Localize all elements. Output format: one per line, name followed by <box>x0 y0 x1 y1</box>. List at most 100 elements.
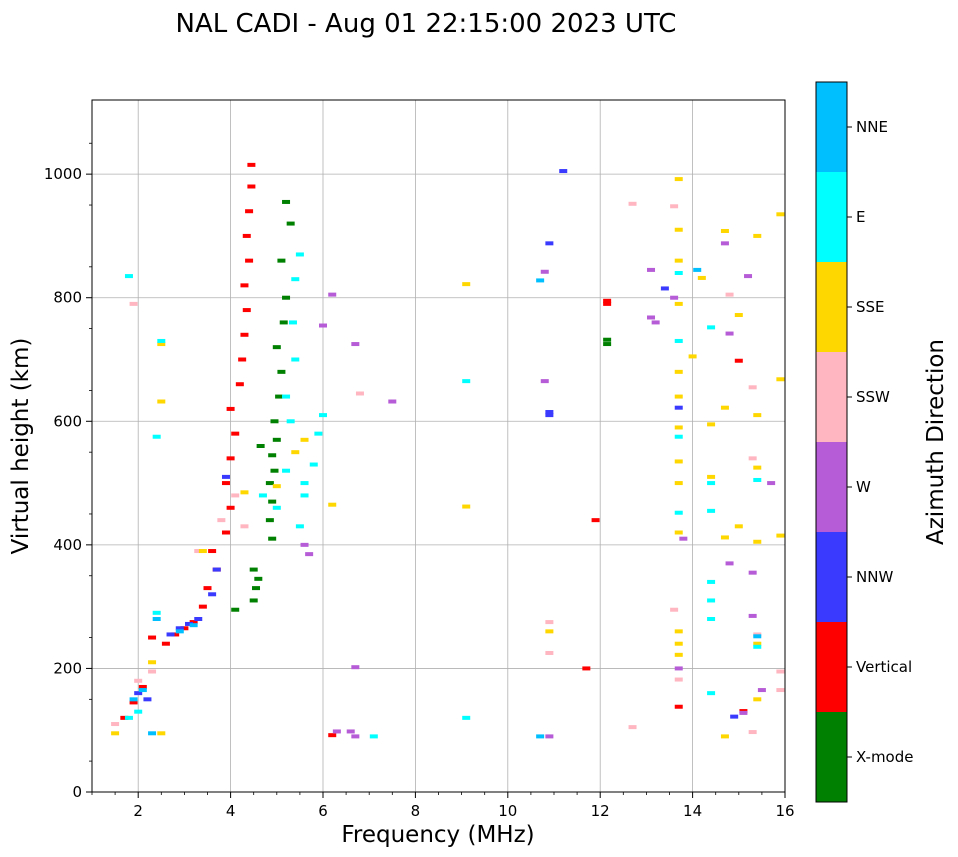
data-point <box>776 377 785 382</box>
data-point <box>148 731 157 736</box>
data-point <box>129 697 138 702</box>
data-point <box>748 613 757 618</box>
data-point <box>277 258 286 263</box>
colorbar-tick-label: SSE <box>856 298 885 316</box>
data-point <box>270 468 279 473</box>
data-point <box>268 536 277 541</box>
data-point <box>180 626 189 631</box>
data-point <box>134 709 143 714</box>
data-point <box>217 518 226 523</box>
data-point <box>707 325 716 330</box>
data-point <box>545 413 554 418</box>
data-point <box>679 536 688 541</box>
data-point <box>462 379 471 384</box>
data-point <box>111 722 120 727</box>
data-point <box>256 444 265 448</box>
data-point <box>346 729 355 734</box>
colorbar-tick-label: Vertical <box>856 658 912 676</box>
y-tick-label: 0 <box>72 783 82 801</box>
data-point <box>171 632 180 637</box>
data-point <box>582 666 591 671</box>
data-point <box>235 382 244 387</box>
data-point <box>175 629 184 634</box>
colorbar-tick-label: E <box>856 208 865 226</box>
data-point <box>212 567 221 572</box>
data-point <box>674 369 683 374</box>
data-point <box>254 576 263 581</box>
data-point <box>249 598 258 603</box>
data-point <box>198 549 207 554</box>
colorbar-tick-label: SSW <box>856 388 890 406</box>
data-point <box>734 313 743 318</box>
data-point <box>462 504 471 509</box>
data-point <box>753 644 762 649</box>
data-point <box>670 295 679 300</box>
data-point <box>753 233 762 238</box>
data-point <box>221 530 230 535</box>
data-point <box>674 227 683 232</box>
data-point <box>189 620 198 625</box>
data-point <box>707 508 716 513</box>
x-tick-label: 12 <box>591 802 610 820</box>
data-point <box>674 641 683 646</box>
data-point <box>148 669 157 674</box>
data-point <box>674 301 683 306</box>
data-point <box>674 666 683 671</box>
y-axis-ticks: 0 200 400 600 800 1000 <box>44 142 92 801</box>
data-point <box>134 678 143 683</box>
data-point <box>720 241 729 246</box>
series-vertical <box>120 162 748 738</box>
data-point <box>272 437 281 442</box>
x-axis-label: Frequency (MHz) <box>341 822 534 848</box>
data-point <box>226 456 235 461</box>
colorbar-swatch <box>816 172 847 262</box>
data-point <box>194 549 203 554</box>
data-point <box>674 425 683 430</box>
data-point <box>707 579 716 584</box>
x-tick-label: 8 <box>411 802 421 820</box>
data-point <box>328 733 337 738</box>
data-point <box>282 394 291 399</box>
data-point <box>272 345 281 350</box>
colorbar-swatch <box>816 262 847 352</box>
data-point <box>265 518 274 523</box>
data-point <box>628 725 637 730</box>
data-point <box>221 481 230 486</box>
data-point <box>300 493 309 498</box>
data-point <box>231 607 240 612</box>
data-point <box>247 162 256 167</box>
data-point <box>744 274 753 279</box>
data-point <box>603 342 612 347</box>
data-point <box>725 292 734 297</box>
data-point <box>268 499 277 504</box>
data-point <box>707 598 716 603</box>
colorbar-swatch <box>816 712 847 802</box>
data-point <box>720 535 729 540</box>
data-point <box>240 283 249 288</box>
data-point <box>674 434 683 439</box>
data-point <box>282 468 291 473</box>
data-point <box>189 623 198 628</box>
data-point <box>674 394 683 399</box>
data-points <box>111 162 785 739</box>
data-point <box>647 315 656 320</box>
data-point <box>725 331 734 336</box>
data-point <box>720 734 729 739</box>
data-point <box>282 295 291 300</box>
data-point <box>697 275 706 280</box>
data-point <box>720 228 729 233</box>
data-point <box>242 233 251 238</box>
data-point <box>252 586 261 591</box>
data-point <box>748 570 757 575</box>
data-point <box>674 510 683 515</box>
x-tick-label: 6 <box>318 802 328 820</box>
data-point <box>258 493 267 498</box>
data-point <box>208 592 217 597</box>
data-point <box>753 539 762 544</box>
series-sse <box>111 177 785 739</box>
x-tick-label: 14 <box>683 802 702 820</box>
data-point <box>753 641 762 646</box>
data-point <box>351 734 360 739</box>
data-point <box>249 567 258 572</box>
data-point <box>148 660 157 665</box>
